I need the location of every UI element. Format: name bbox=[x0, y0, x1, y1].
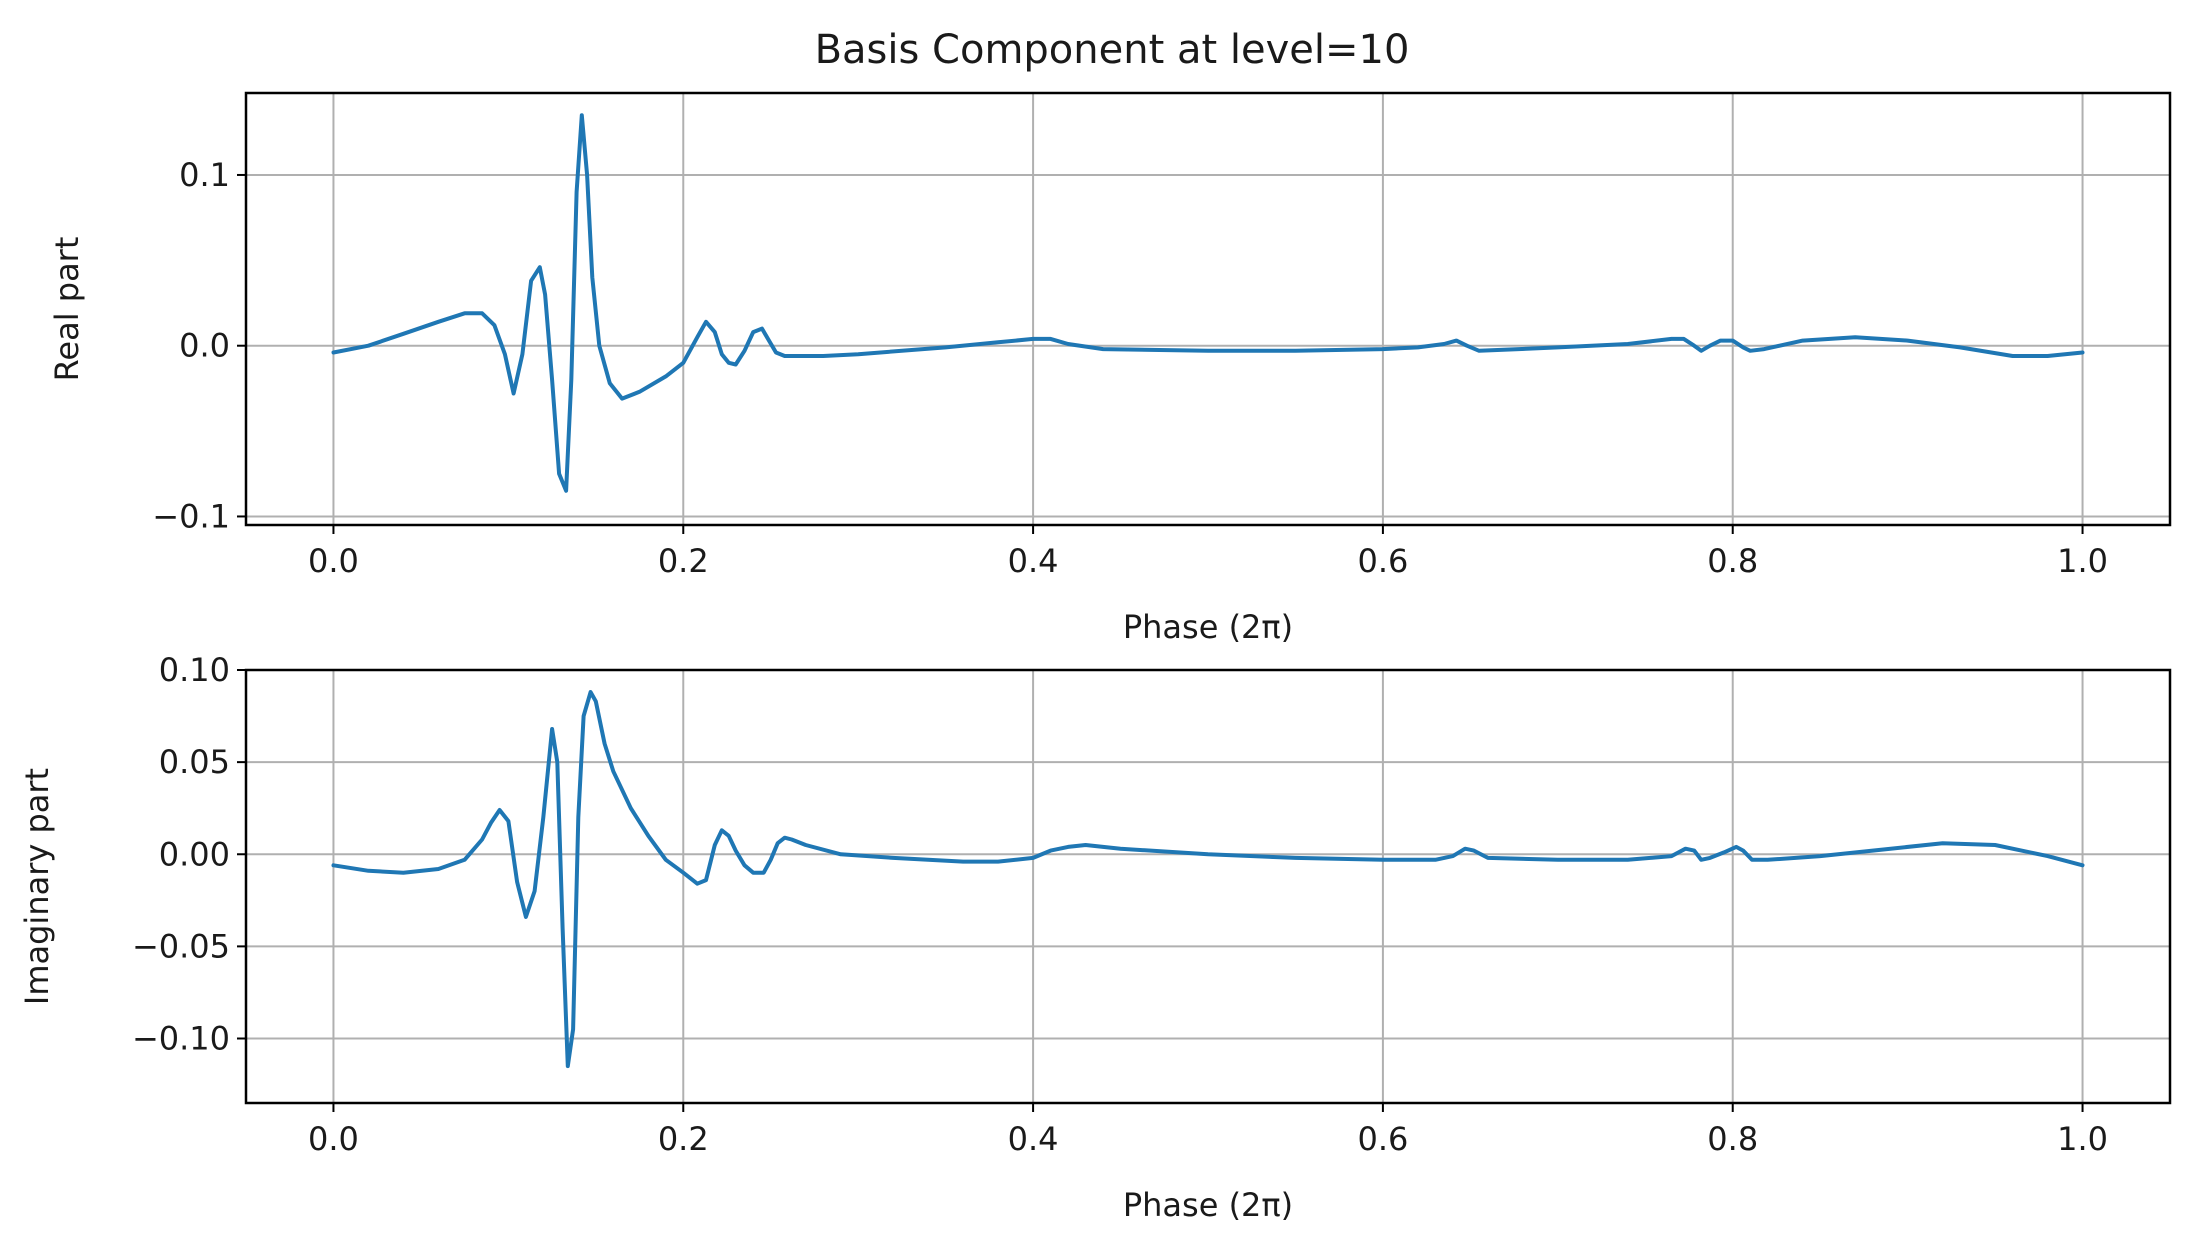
y-tick-label: −0.10 bbox=[132, 1020, 230, 1058]
x-tick-label: 0.2 bbox=[658, 542, 709, 580]
figure-title: Basis Component at level=10 bbox=[815, 27, 1410, 73]
y-axis-label: Imaginary part bbox=[18, 768, 56, 1005]
y-tick-label: 0.05 bbox=[159, 743, 230, 781]
x-tick-label: 0.4 bbox=[1008, 1120, 1059, 1158]
subplot-real-part: 0.0 0.2 0.4 0.6 0.8 1.0 −0.1 0.0 0.1 Phase (2π) Re… bbox=[48, 91, 2172, 646]
y-tick-label: 0.0 bbox=[179, 327, 230, 365]
y-tick-label: −0.05 bbox=[132, 927, 230, 965]
x-tick-label: 0.2 bbox=[658, 1120, 709, 1158]
x-tick-label: 0.4 bbox=[1008, 542, 1059, 580]
y-axis-label: Real part bbox=[48, 237, 86, 382]
axes-frame bbox=[244, 668, 2172, 1105]
x-axis-label: Phase (2π) bbox=[1123, 608, 1293, 646]
x-tick-label: 1.0 bbox=[2057, 1120, 2108, 1158]
y-tick-label: 0.10 bbox=[159, 651, 230, 689]
axes-frame bbox=[244, 91, 2172, 527]
x-tick-label: 0.8 bbox=[1707, 1120, 1758, 1158]
x-tick-label: 0.6 bbox=[1357, 1120, 1408, 1158]
x-tick-label: 0.0 bbox=[308, 542, 359, 580]
series-line bbox=[331, 113, 2085, 493]
x-tick-label: 0.6 bbox=[1357, 542, 1408, 580]
y-tick-label: 0.00 bbox=[159, 835, 230, 873]
x-tick-label: 0.8 bbox=[1707, 542, 1758, 580]
y-tick-label: −0.1 bbox=[152, 497, 230, 535]
x-tick-label: 0.0 bbox=[308, 1120, 359, 1158]
y-tick-label: 0.1 bbox=[179, 156, 230, 194]
x-axis-label: Phase (2π) bbox=[1123, 1186, 1293, 1224]
x-tick-label: 1.0 bbox=[2057, 542, 2108, 580]
subplot-imaginary-part: 0.0 0.2 0.4 0.6 0.8 1.0 −0.10 −0.05 0.00 0.05 0.10… bbox=[18, 651, 2172, 1224]
series-line bbox=[331, 690, 2085, 1069]
